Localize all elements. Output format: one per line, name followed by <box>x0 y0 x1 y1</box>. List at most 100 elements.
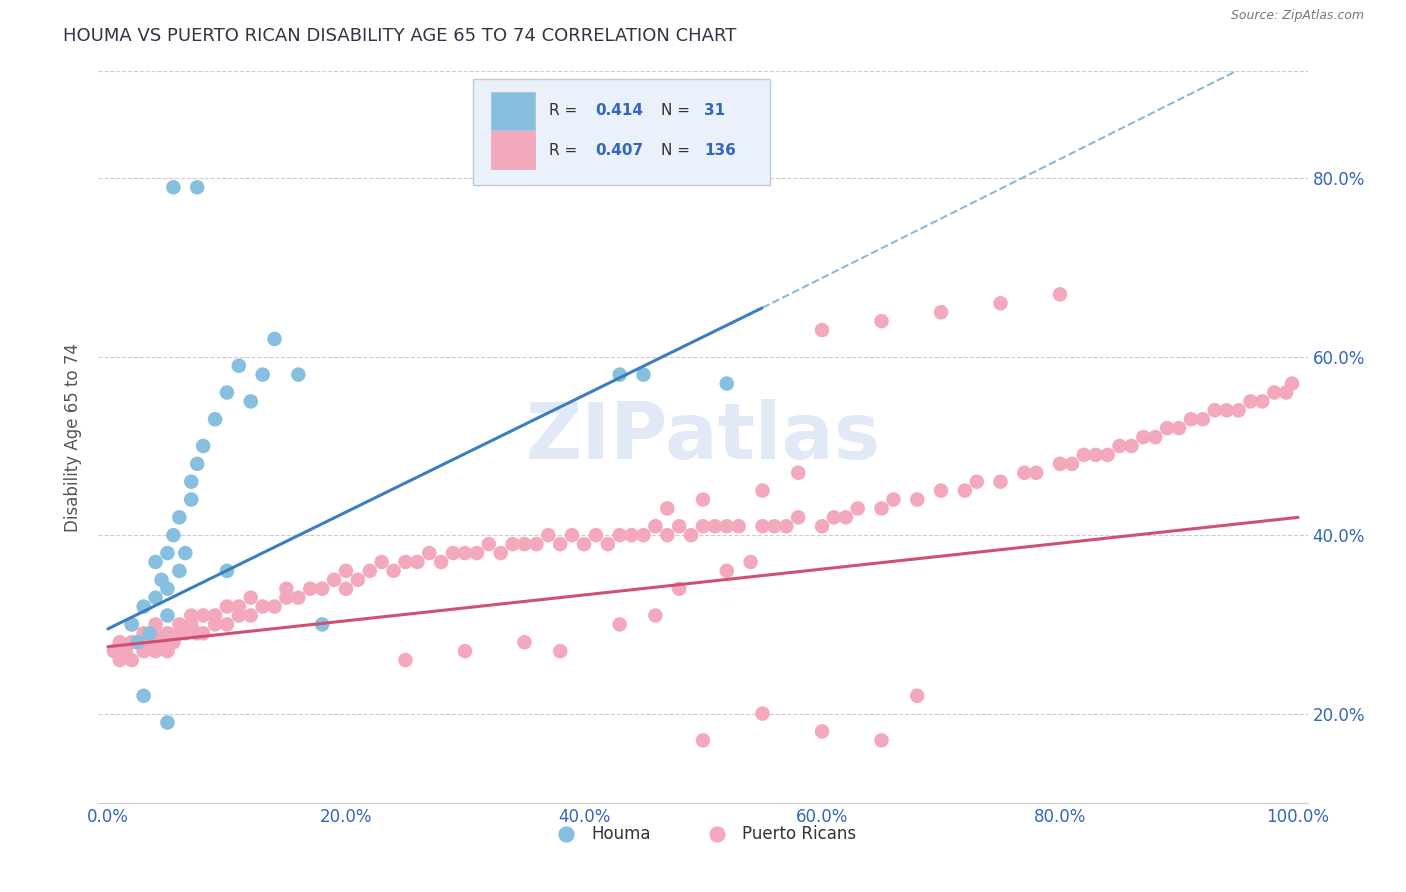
Point <box>169 564 191 578</box>
Point <box>228 359 250 373</box>
Point <box>287 591 309 605</box>
Point <box>204 617 226 632</box>
Point <box>228 608 250 623</box>
Point <box>1084 448 1107 462</box>
Point <box>692 492 714 507</box>
Point <box>1275 385 1298 400</box>
Point <box>180 475 202 489</box>
Point <box>132 599 155 614</box>
Point <box>751 483 773 498</box>
Point <box>174 626 197 640</box>
Point <box>609 617 631 632</box>
Text: Source: ZipAtlas.com: Source: ZipAtlas.com <box>1230 9 1364 22</box>
Point <box>186 180 208 194</box>
Point <box>870 314 893 328</box>
Point <box>132 635 155 649</box>
Point <box>215 599 238 614</box>
Point <box>169 510 191 524</box>
Point <box>132 689 155 703</box>
Point <box>1192 412 1215 426</box>
Point <box>811 519 834 533</box>
Text: 136: 136 <box>704 143 737 158</box>
Point <box>513 537 536 551</box>
Point <box>727 519 749 533</box>
Point <box>1014 466 1036 480</box>
Point <box>359 564 381 578</box>
Point <box>138 635 160 649</box>
Point <box>609 528 631 542</box>
Point <box>441 546 464 560</box>
Point <box>287 368 309 382</box>
Text: HOUMA VS PUERTO RICAN DISABILITY AGE 65 TO 74 CORRELATION CHART: HOUMA VS PUERTO RICAN DISABILITY AGE 65 … <box>63 27 737 45</box>
Point <box>620 528 643 542</box>
Point <box>513 635 536 649</box>
Point <box>633 528 655 542</box>
Point <box>905 492 928 507</box>
Point <box>215 617 238 632</box>
Point <box>335 582 357 596</box>
Point <box>1251 394 1274 409</box>
Point <box>1073 448 1095 462</box>
Point <box>1025 466 1047 480</box>
Legend: Houma, Puerto Ricans: Houma, Puerto Ricans <box>543 818 863 849</box>
Point <box>1144 430 1167 444</box>
Point <box>572 537 595 551</box>
Point <box>846 501 869 516</box>
Point <box>681 528 703 542</box>
Point <box>1132 430 1154 444</box>
Point <box>156 546 179 560</box>
Point <box>174 546 197 560</box>
Point <box>1227 403 1250 417</box>
Point <box>657 528 679 542</box>
Text: N =: N = <box>661 103 695 119</box>
Point <box>145 644 167 658</box>
Point <box>703 519 725 533</box>
Point <box>108 635 131 649</box>
Point <box>1108 439 1130 453</box>
Point <box>489 546 512 560</box>
Point <box>263 332 285 346</box>
Text: R =: R = <box>550 103 582 119</box>
Point <box>191 608 214 623</box>
Point <box>668 519 690 533</box>
Point <box>609 368 631 382</box>
Point <box>114 644 136 658</box>
Point <box>644 519 666 533</box>
Point <box>787 510 810 524</box>
Point <box>1049 287 1071 301</box>
Point <box>537 528 560 542</box>
Point <box>156 715 179 730</box>
Point <box>811 323 834 337</box>
Point <box>132 644 155 658</box>
Point <box>454 644 477 658</box>
Point <box>430 555 453 569</box>
Point <box>585 528 607 542</box>
Point <box>692 519 714 533</box>
Point <box>108 653 131 667</box>
Point <box>644 608 666 623</box>
Point <box>716 519 738 533</box>
Point <box>138 626 160 640</box>
Point <box>561 528 583 542</box>
Point <box>929 483 952 498</box>
Point <box>835 510 858 524</box>
Text: 0.414: 0.414 <box>595 103 644 119</box>
Point <box>478 537 501 551</box>
Point <box>716 376 738 391</box>
Point <box>382 564 405 578</box>
Point <box>239 608 262 623</box>
Point <box>169 617 191 632</box>
Point <box>180 608 202 623</box>
Point <box>668 582 690 596</box>
Point <box>156 582 179 596</box>
Point <box>156 644 179 658</box>
Point <box>751 706 773 721</box>
Point <box>1281 376 1303 391</box>
Point <box>1060 457 1083 471</box>
Point <box>347 573 370 587</box>
Point <box>239 591 262 605</box>
Point <box>228 599 250 614</box>
Point <box>121 617 143 632</box>
Point <box>1204 403 1226 417</box>
Point <box>311 582 333 596</box>
